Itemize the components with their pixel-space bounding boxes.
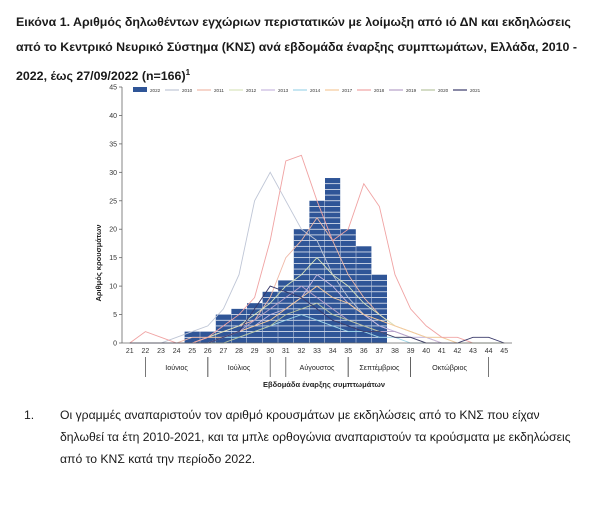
- x-tick-label: 35: [344, 348, 352, 355]
- y-tick-label: 45: [109, 85, 117, 92]
- month-band: Οκτώβριος: [410, 357, 490, 377]
- x-tick-label: 32: [298, 348, 306, 355]
- bar: [215, 314, 231, 343]
- x-tick-label: 22: [142, 348, 150, 355]
- bar: [262, 291, 278, 343]
- legend-entry: 2014: [293, 88, 321, 93]
- x-tick-label: 30: [266, 348, 274, 355]
- x-tick-label: 45: [500, 348, 508, 355]
- bar: [325, 178, 341, 343]
- x-tick-label: 42: [454, 348, 462, 355]
- y-tick-label: 30: [109, 170, 117, 177]
- y-tick-label: 0: [113, 341, 117, 348]
- month-label: Σεπτέμβριος: [359, 363, 400, 372]
- y-tick-label: 5: [113, 312, 117, 319]
- legend-label: 2022: [150, 88, 161, 93]
- x-tick-label: 41: [438, 348, 446, 355]
- y-tick-label: 20: [109, 227, 117, 234]
- x-tick-label: 27: [220, 348, 228, 355]
- legend-label: 2021: [470, 88, 481, 93]
- x-tick-label: 39: [407, 348, 415, 355]
- y-tick-label: 15: [109, 255, 117, 262]
- legend-label: 2018: [374, 88, 385, 93]
- x-tick-label: 40: [422, 348, 430, 355]
- legend-entry: 2010: [165, 88, 193, 93]
- y-axis: 0 5 10 15 20 25 30 35 40 45: [109, 85, 123, 348]
- month-label: Οκτώβριος: [432, 363, 467, 372]
- bars-2022: [184, 178, 387, 343]
- x-tick-label: 33: [313, 348, 321, 355]
- footnote-text: Οι γραμμές αναπαριστούν τον αριθμό κρουσ…: [60, 408, 571, 466]
- month-band: Αύγουστος: [285, 357, 349, 377]
- x-tick-label: 29: [251, 348, 259, 355]
- legend-label: 2017: [342, 88, 353, 93]
- legend-entry: 2022: [133, 87, 161, 93]
- legend-label: 2014: [310, 88, 321, 93]
- legend: 2022 2010 2011 2012 2013 2014 2017 2018 2019 2020…: [133, 87, 481, 93]
- x-tick-label: 21: [126, 348, 134, 355]
- month-label: Ιούνιος: [165, 363, 188, 372]
- y-tick-label: 25: [109, 198, 117, 205]
- month-label: Ιούλιος: [228, 363, 251, 372]
- x-axis: 21 22 23 24 25 26 27 28 29 30 31 32 33 34 35 36 37 38 39 40…: [122, 342, 512, 355]
- legend-entry: 2021: [453, 88, 481, 93]
- x-tick-label: 34: [329, 348, 337, 355]
- y-tick-label: 40: [109, 113, 117, 120]
- legend-label: 2020: [438, 88, 449, 93]
- y-tick-label: 35: [109, 141, 117, 148]
- legend-label: 2019: [406, 88, 417, 93]
- month-band: Σεπτέμβριος: [347, 357, 412, 377]
- footnote-mark: 1: [185, 68, 191, 77]
- legend-label: 2013: [278, 88, 289, 93]
- x-tick-label: 37: [376, 348, 384, 355]
- legend-entry: 2020: [421, 88, 449, 93]
- month-bands: Ιούνιος Ιούλιος Αύγουστος Σεπτέμβριος Οκτώβρ…: [144, 357, 490, 377]
- month-label: Αύγουστος: [300, 363, 335, 372]
- bar: [278, 280, 294, 343]
- legend-entry: 2012: [229, 88, 257, 93]
- x-tick-label: 23: [157, 348, 165, 355]
- legend-label: 2012: [246, 88, 257, 93]
- legend-entry: 2019: [389, 88, 417, 93]
- x-tick-label: 36: [360, 348, 368, 355]
- x-tick-label: 28: [235, 348, 243, 355]
- x-axis-label: Εβδομάδα έναρξης συμπτωμάτων: [263, 380, 385, 389]
- x-tick-label: 24: [173, 348, 181, 355]
- figure-caption-text: Εικόνα 1. Αριθμός δηλωθέντων εγχώριων πε…: [16, 15, 578, 84]
- x-tick-label: 43: [469, 348, 477, 355]
- x-tick-label: 26: [204, 348, 212, 355]
- month-band: Ιούλιος: [207, 357, 271, 377]
- x-tick-label: 25: [188, 348, 196, 355]
- legend-entry: 2013: [261, 88, 289, 93]
- footnote-number: 1.: [24, 408, 35, 422]
- month-band: Ιούνιος: [144, 357, 209, 377]
- legend-entry: 2017: [325, 88, 353, 93]
- chart: 2022 2010 2011 2012 2013 2014 2017 2018 2019 2020…: [94, 85, 512, 389]
- figure-caption: Εικόνα 1. Αριθμός δηλωθέντων εγχώριων πε…: [16, 10, 588, 89]
- legend-entry: 2011: [197, 88, 224, 93]
- bar: [356, 246, 372, 343]
- x-tick-label: 31: [282, 348, 290, 355]
- legend-label: 2011: [214, 88, 224, 93]
- x-tick-label: 38: [391, 348, 399, 355]
- legend-entry: 2018: [357, 88, 385, 93]
- y-axis-label: Αριθμός κρουσμάτων: [94, 224, 103, 301]
- x-tick-label: 44: [485, 348, 493, 355]
- y-tick-label: 10: [109, 284, 117, 291]
- legend-label: 2010: [182, 88, 193, 93]
